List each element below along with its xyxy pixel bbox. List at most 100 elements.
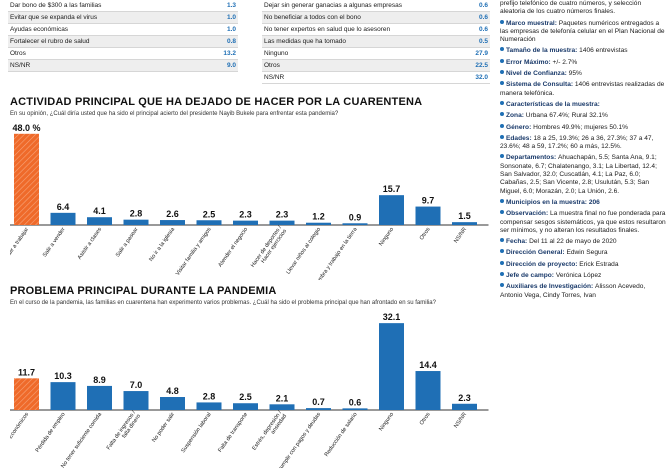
value-label: 11.7 [18, 367, 35, 377]
methodology-item: Municipios en la muestra: 206 [500, 198, 668, 207]
methodology-column: prefijo telefónico de cuatro números, y … [500, 0, 668, 303]
value-label: 2.1 [276, 393, 289, 403]
value-label: 2.5 [239, 392, 252, 402]
row-label: Ninguno [264, 50, 289, 57]
category-label: Atender el negocio [217, 227, 249, 269]
bar [14, 133, 39, 225]
category-label: NS/NR [453, 412, 468, 430]
bullet-icon [500, 249, 504, 254]
value-label: 2.8 [130, 209, 143, 219]
row-value: 13.2 [223, 50, 236, 57]
value-label: 4.8 [166, 386, 179, 396]
table-row: Dejar sin generar ganacias a algunas emp… [262, 0, 490, 12]
bar [87, 217, 112, 225]
methodology-item: Tamaño de la muestra: 1406 entrevistas [500, 47, 668, 55]
methodology-label: Edades: [506, 134, 534, 142]
value-label: 6.4 [57, 202, 70, 212]
bullet-icon [500, 154, 504, 159]
methodology-label: Error Máximo: [506, 58, 553, 66]
category-label: Visitar familia y amigos [175, 227, 213, 277]
methodology-label: Municipios en la muestra: [506, 198, 589, 206]
methodology-item: Error Máximo: +/- 2.7% [500, 58, 668, 67]
value-label: 2.3 [239, 210, 252, 220]
category-label: Salir a trabajar [10, 227, 30, 260]
row-label: No tener expertos en salud que lo asesor… [264, 26, 391, 33]
methodology-text: Erick Estrada [579, 260, 619, 268]
bar [87, 385, 112, 410]
category-label: Económicos [10, 412, 30, 441]
methodology-item: prefijo telefónico de cuatro números, y … [500, 0, 668, 17]
methodology-label: Departamentos: [506, 154, 559, 162]
methodology-label: Jefe de campo: [506, 272, 556, 280]
category-label: Falta de transporte [217, 412, 249, 454]
bullet-icon [500, 19, 504, 24]
bar [123, 391, 149, 410]
table-row: NS/NR 9.0 [8, 60, 238, 72]
methodology-text: 95% [568, 70, 582, 78]
methodology-item: Dirección General: Edwin Segura [500, 249, 668, 257]
value-label: 32.1 [383, 312, 401, 322]
table-row: Las medidas que ha tomado 0.5 [262, 36, 490, 48]
table-row: Ninguno 27.9 [262, 48, 490, 60]
bullet-icon [500, 260, 504, 265]
row-value: 1.0 [226, 14, 236, 21]
value-label: 48.0 % [12, 123, 40, 133]
bullet-icon [500, 47, 504, 52]
bullet-icon [500, 210, 504, 215]
value-label: 15.7 [383, 184, 401, 194]
methodology-item: Sistema de Consulta: 1406 entrevistas re… [500, 81, 668, 98]
row-value: 9.0 [226, 62, 236, 69]
bar [306, 222, 331, 225]
bar [452, 403, 477, 410]
methodology-item: Observación: La muestra final no fue pon… [500, 210, 668, 235]
methodology-label: Características de la muestra: [506, 100, 600, 108]
bar [160, 397, 185, 410]
bar [269, 404, 295, 410]
methodology-text: La muestra final no fue ponderada para c… [500, 210, 666, 234]
bullet-icon [500, 112, 504, 117]
methodology-text: Ahuachapán, 5.5; Santa Ana, 9.1; Sonsona… [500, 154, 657, 195]
row-label: Dejar sin generar ganacias a algunas emp… [264, 2, 403, 9]
methodology-item: Auxiliares de Investigación: Alisson Ace… [500, 283, 668, 300]
bar [415, 371, 441, 410]
row-value: 32.0 [475, 74, 488, 81]
value-label: 2.3 [276, 210, 289, 220]
category-label: Hacer de deportes /Hacer ejercicios [250, 225, 288, 272]
value-label: 2.8 [203, 391, 216, 401]
value-label: 0.6 [349, 397, 362, 407]
bar [342, 223, 368, 225]
methodology-label: Zona: [506, 112, 526, 120]
bar [415, 206, 441, 225]
category-label: Ninguno [378, 412, 395, 433]
row-value: 27.9 [475, 50, 488, 57]
category-label: No ir a la iglesia [148, 226, 176, 263]
methodology-text: Hombres 49.9%; mujeres 50.1% [533, 123, 629, 131]
bar [379, 323, 404, 410]
bar [233, 220, 258, 225]
value-label: 0.7 [312, 397, 325, 407]
category-label: Salir a pasear [115, 227, 140, 259]
methodology-item: Departamentos: Ahuachapán, 5.5; Santa An… [500, 154, 668, 195]
value-label: 9.7 [422, 196, 435, 206]
bar [196, 220, 222, 225]
category-label: Asistir a clases [77, 227, 103, 261]
table-row: No tener expertos en salud que lo asesor… [262, 24, 490, 36]
methodology-text: Verónica López [555, 272, 602, 280]
methodology-text: 1406 entrevistas realizadas de manera te… [500, 81, 665, 97]
value-label: 2.3 [458, 393, 471, 403]
row-label: Otros [264, 62, 280, 69]
bar [196, 402, 222, 410]
bullet-icon [500, 123, 504, 128]
chart2-subtitle: En el curso de la pandemia, las familias… [10, 300, 436, 306]
methodology-text: prefijo telefónico de cuatro números, y … [500, 0, 642, 16]
chart2-title: PROBLEMA PRINCIPAL DURANTE LA PANDEMIA [10, 285, 277, 297]
table-row: Otros 13.2 [8, 48, 238, 60]
row-value: 1.0 [226, 26, 236, 33]
bar [14, 378, 39, 410]
table-row: Ayudas económicas 1.0 [8, 24, 238, 36]
chart1-title: ACTIVIDAD PRINCIPAL QUE HA DEJADO DE HAC… [10, 96, 423, 108]
row-value: 0.5 [478, 38, 488, 45]
methodology-text: +/- 2.7% [552, 58, 578, 66]
methodology-text: Edwin Segura [566, 249, 608, 257]
methodology-item: Fecha: Del 11 al 22 de mayo de 2020 [500, 238, 668, 246]
